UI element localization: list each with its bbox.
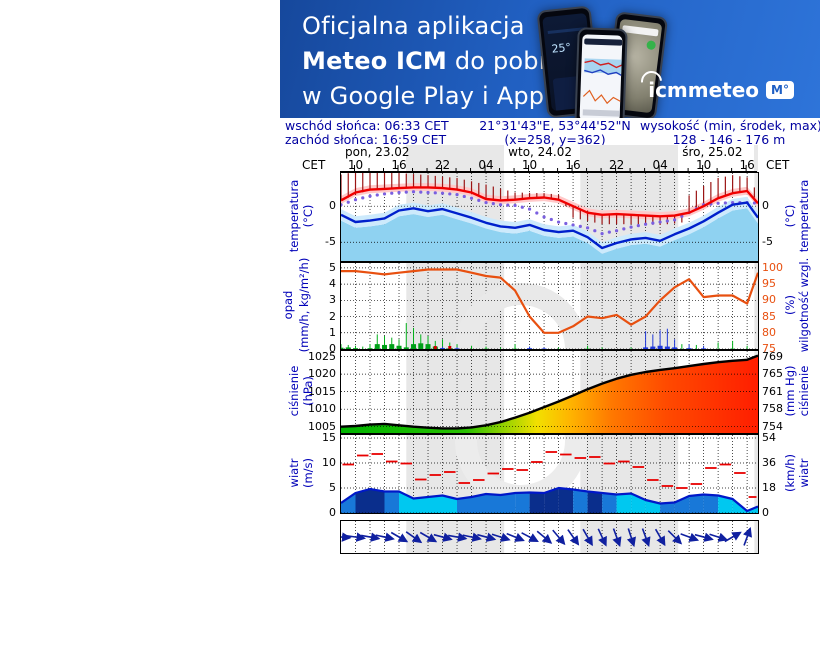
- phone-mockup-meteogram: [574, 27, 628, 118]
- axis-tick-left: 2: [329, 310, 336, 323]
- axis-tick-right: 761: [762, 385, 783, 398]
- hour-label: 16: [565, 158, 581, 172]
- axis-tick-right: 75: [762, 342, 776, 355]
- axis-tick-left: 1020: [308, 367, 336, 380]
- axis-tick-right: 769: [762, 350, 783, 363]
- axis-unit-wind-left: (m/s): [301, 457, 315, 489]
- panel-temp-chart: [339, 169, 759, 261]
- axis-tick-strip: [340, 164, 757, 172]
- hour-label: 04: [478, 158, 494, 172]
- hour-label: 16: [391, 158, 407, 172]
- hour-label: 04: [652, 158, 668, 172]
- day-label: śro, 25.02: [682, 145, 743, 159]
- hour-label: 22: [608, 158, 625, 172]
- axis-tick-left: 1005: [308, 420, 336, 433]
- tz-label-left: CET: [302, 158, 326, 172]
- sunrise-time: wschód słońca: 06:33 CET: [285, 118, 449, 133]
- coords-value: 21°31'43"E, 53°44'52"N: [479, 118, 631, 133]
- axis-tick-left: 3: [329, 293, 336, 306]
- axis-tick-left: 4: [329, 277, 336, 290]
- banner-line1: Oficjalna aplikacja: [302, 12, 525, 40]
- axis-tick-left: -5: [325, 235, 336, 248]
- axis-tick-right: 0: [762, 199, 769, 212]
- hour-label: 10: [695, 158, 712, 172]
- axis-tick-right: 80: [762, 326, 776, 339]
- axis-tick-left: 1010: [308, 402, 336, 415]
- panel-kier: [331, 520, 759, 554]
- axis-label-wind-left: wiatr: [287, 458, 301, 488]
- axis-tick-left: 1: [329, 326, 336, 339]
- logo-m-badge: M°: [766, 81, 794, 99]
- axis-tick-right: 754: [762, 420, 783, 433]
- panel-opad-chart: [338, 263, 760, 415]
- altitude-values: 128 - 146 - 176 m: [672, 132, 786, 147]
- axis-tick-right: 765: [762, 367, 783, 380]
- day-label: pon, 23.02: [345, 145, 410, 159]
- tz-label-right: CET: [766, 158, 790, 172]
- altitude-label: wysokość (min, środek, max): [640, 118, 820, 133]
- sunset-time: zachód słońca: 16:59 CET: [285, 132, 447, 147]
- axis-tick-left: 15: [322, 431, 336, 444]
- icmmeteo-logo: icmmeteo M°: [636, 66, 794, 102]
- panel-cisn-chart: [340, 351, 759, 433]
- hour-label: 16: [739, 158, 755, 172]
- location-coords: 21°31'43"E, 53°44'52"N (x=258, y=362): [455, 119, 655, 147]
- axis-tick-right: -5: [762, 235, 773, 248]
- night-shade-header: [754, 145, 758, 172]
- axis-tick-right: 0: [762, 506, 769, 519]
- grid-xy-value: (x=258, y=362): [504, 132, 606, 147]
- axis-tick-left: 1025: [308, 350, 336, 363]
- axis-tick-right: 54: [762, 431, 776, 444]
- panel-opad: [338, 262, 760, 415]
- panel-kier-chart: [331, 521, 758, 553]
- axis-tick-right: 90: [762, 293, 776, 306]
- axis-tick-left: 0: [329, 506, 336, 519]
- panel-wiatr: [340, 375, 759, 514]
- axis-tick-right: 95: [762, 277, 776, 290]
- legend-panel: [0, 0, 280, 660]
- day-label: wto, 24.02: [508, 145, 573, 159]
- axis-tick-left: 0: [329, 342, 336, 355]
- altitude-info: wysokość (min, środek, max) 128 - 146 - …: [640, 118, 820, 147]
- axis-tick-left: 10: [322, 456, 336, 469]
- meteogram-main: Oficjalna aplikacja Meteo ICM do pobrani…: [280, 0, 820, 660]
- axis-tick-left: 0: [329, 199, 336, 212]
- panel-temp: [339, 169, 759, 262]
- panel-cisn: [340, 350, 759, 434]
- hour-label: 10: [521, 158, 538, 172]
- hour-label: 22: [434, 158, 451, 172]
- axis-tick-right: 758: [762, 402, 783, 415]
- axis-tick-right: 85: [762, 310, 776, 323]
- axis-tick-left: 1015: [308, 385, 336, 398]
- app-promo-banner[interactable]: Oficjalna aplikacja Meteo ICM do pobrani…: [280, 0, 820, 118]
- axis-tick-right: 100: [762, 261, 783, 274]
- axis-unit-wind-right: (km/h): [783, 454, 797, 492]
- sun-times: wschód słońca: 06:33 CET zachód słońca: …: [285, 119, 449, 147]
- hour-label: 10: [347, 158, 364, 172]
- panel-wiatr-chart: [340, 375, 759, 514]
- axis-tick-right: 36: [762, 456, 776, 469]
- axis-tick-left: 5: [329, 481, 336, 494]
- night-shade-header: [580, 145, 679, 172]
- axis-label-wind-right: wiatr: [797, 458, 811, 488]
- axis-tick-left: 5: [329, 261, 336, 274]
- night-shade-header: [406, 145, 505, 172]
- axis-tick-right: 18: [762, 481, 776, 494]
